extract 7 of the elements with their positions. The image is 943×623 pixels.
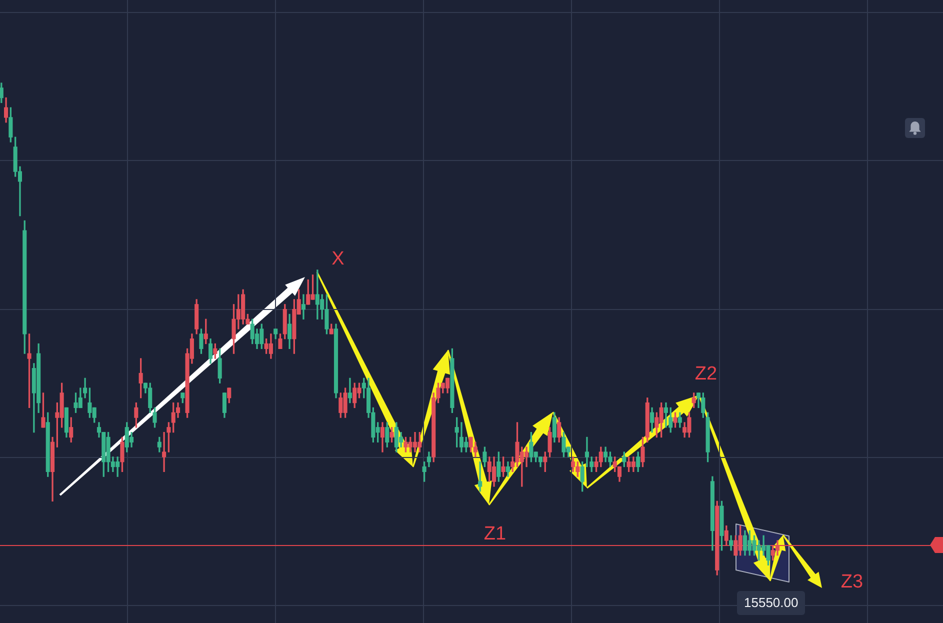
annotation: Z1: [484, 524, 506, 544]
text: Z3: [840, 572, 864, 592]
text: 15550.00: [737, 591, 806, 615]
annotation: Z2: [694, 364, 718, 384]
candlestick: [301, 294, 306, 320]
candlestick: [348, 378, 352, 404]
annotation: X: [332, 248, 344, 270]
